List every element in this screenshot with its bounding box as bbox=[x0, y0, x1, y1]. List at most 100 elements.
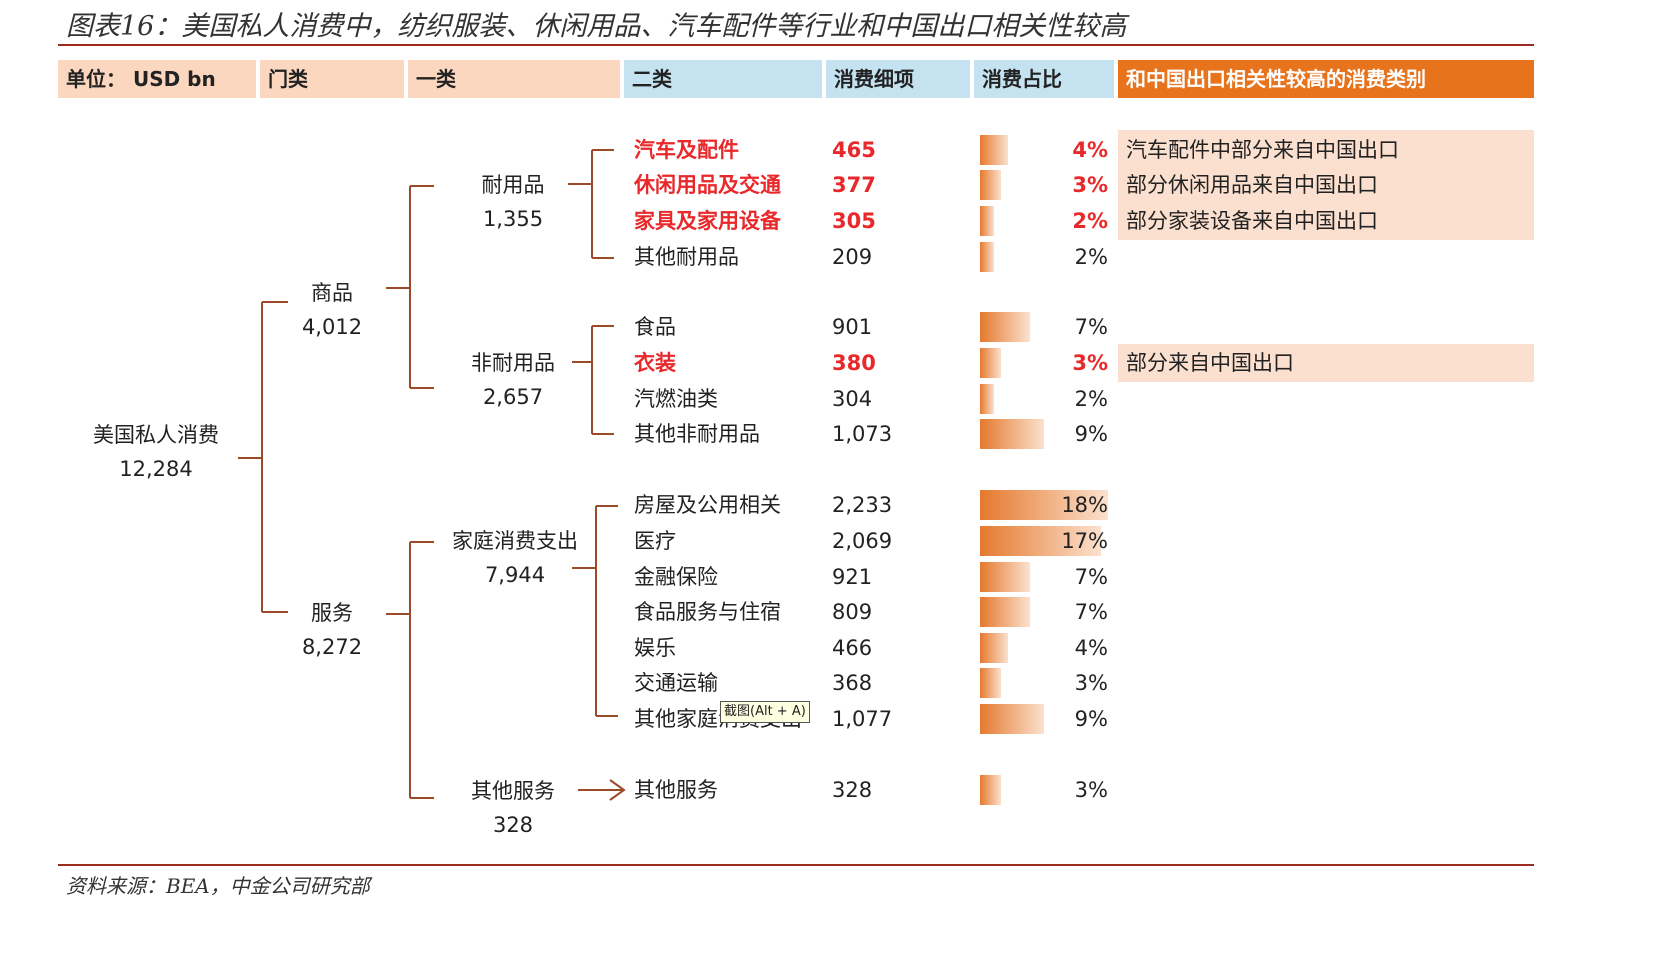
row-value: 901 bbox=[832, 315, 873, 339]
share-bar bbox=[980, 170, 1001, 200]
row-percent: 3% bbox=[1074, 671, 1108, 695]
bracket-household bbox=[572, 505, 618, 717]
row-percent: 2% bbox=[1072, 209, 1108, 233]
row-value: 1,077 bbox=[832, 707, 893, 731]
row-name: 家具及家用设备 bbox=[634, 209, 781, 233]
row-percent: 2% bbox=[1074, 245, 1108, 269]
row-value: 368 bbox=[832, 671, 873, 695]
row-value: 2,233 bbox=[832, 493, 893, 517]
bracket-services bbox=[386, 541, 434, 799]
row-percent: 4% bbox=[1072, 138, 1108, 162]
row-value: 1,073 bbox=[832, 422, 893, 446]
row-name: 食品 bbox=[634, 315, 676, 339]
share-bar bbox=[980, 490, 1108, 520]
row-percent: 18% bbox=[1061, 493, 1108, 517]
node-services-value: 8,272 bbox=[301, 635, 363, 659]
row-percent: 7% bbox=[1074, 600, 1108, 624]
share-bar bbox=[980, 526, 1101, 556]
highlight-band-durables bbox=[1118, 130, 1534, 240]
row-percent: 17% bbox=[1061, 529, 1108, 553]
share-bar bbox=[980, 419, 1044, 449]
header-category-1: 一类 bbox=[408, 60, 620, 98]
share-bar bbox=[980, 633, 1008, 663]
node-durable-label: 耐用品 bbox=[481, 173, 545, 197]
node-other-services-value: 328 bbox=[492, 813, 534, 837]
row-name: 房屋及公用相关 bbox=[634, 493, 781, 517]
row-name: 医疗 bbox=[634, 529, 676, 553]
node-durable: 耐用品 1,355 bbox=[448, 168, 578, 236]
node-other-services-label: 其他服务 bbox=[471, 779, 555, 803]
row-percent: 3% bbox=[1072, 351, 1108, 375]
node-nondurable-value: 2,657 bbox=[482, 385, 544, 409]
row-percent: 2% bbox=[1074, 387, 1108, 411]
header-unit: 单位： USD bn bbox=[58, 60, 256, 98]
node-goods: 商品 4,012 bbox=[284, 276, 380, 344]
row-name: 休闲用品及交通 bbox=[634, 173, 781, 197]
node-goods-value: 4,012 bbox=[301, 315, 363, 339]
node-household-label: 家庭消费支出 bbox=[452, 529, 578, 553]
header-category-2: 二类 bbox=[624, 60, 822, 98]
row-percent: 3% bbox=[1072, 173, 1108, 197]
row-china-note: 部分休闲用品来自中国出口 bbox=[1126, 173, 1378, 197]
arrow-other-services bbox=[578, 779, 626, 801]
row-value: 465 bbox=[832, 138, 876, 162]
footer-rule bbox=[58, 864, 1534, 866]
node-root-value: 12,284 bbox=[119, 457, 193, 481]
node-services: 服务 8,272 bbox=[284, 596, 380, 664]
row-percent: 9% bbox=[1074, 422, 1108, 446]
bracket-goods bbox=[386, 185, 434, 389]
row-value: 328 bbox=[832, 778, 873, 802]
share-bar bbox=[980, 704, 1044, 734]
row-value: 809 bbox=[832, 600, 873, 624]
bracket-nondurable bbox=[572, 325, 614, 435]
screenshot-tooltip: 截图(Alt + A) bbox=[720, 701, 810, 723]
row-name: 其他非耐用品 bbox=[634, 422, 760, 446]
row-value: 921 bbox=[832, 565, 873, 589]
row-name: 汽车及配件 bbox=[634, 138, 739, 162]
share-bar bbox=[980, 348, 1001, 378]
node-services-label: 服务 bbox=[311, 601, 353, 625]
node-durable-value: 1,355 bbox=[482, 207, 544, 231]
share-bar bbox=[980, 384, 994, 414]
row-name: 衣装 bbox=[634, 351, 676, 375]
row-name: 其他服务 bbox=[634, 778, 718, 802]
row-name: 食品服务与住宿 bbox=[634, 600, 781, 624]
node-goods-label: 商品 bbox=[311, 281, 353, 305]
row-value: 304 bbox=[832, 387, 873, 411]
node-root: 美国私人消费 12,284 bbox=[78, 418, 234, 486]
row-value: 380 bbox=[832, 351, 876, 375]
header-detail: 消费细项 bbox=[826, 60, 970, 98]
row-value: 209 bbox=[832, 245, 873, 269]
node-root-label: 美国私人消费 bbox=[93, 423, 219, 447]
header-china-related: 和中国出口相关性较高的消费类别 bbox=[1118, 60, 1534, 98]
header-category-door: 门类 bbox=[260, 60, 404, 98]
header-share: 消费占比 bbox=[974, 60, 1114, 98]
source-note: 资料来源：BEA，中金公司研究部 bbox=[66, 874, 370, 898]
row-value: 305 bbox=[832, 209, 876, 233]
row-name: 金融保险 bbox=[634, 565, 718, 589]
node-household: 家庭消费支出 7,944 bbox=[440, 524, 590, 592]
node-household-value: 7,944 bbox=[484, 563, 546, 587]
share-bar bbox=[980, 597, 1030, 627]
row-name: 娱乐 bbox=[634, 636, 676, 660]
share-bar bbox=[980, 312, 1030, 342]
share-bar bbox=[980, 668, 1001, 698]
row-china-note: 部分家装设备来自中国出口 bbox=[1126, 209, 1378, 233]
row-percent: 9% bbox=[1074, 707, 1108, 731]
row-china-note: 汽车配件中部分来自中国出口 bbox=[1126, 138, 1399, 162]
row-name: 交通运输 bbox=[634, 671, 718, 695]
row-percent: 7% bbox=[1074, 565, 1108, 589]
row-name: 汽燃油类 bbox=[634, 387, 718, 411]
share-bar bbox=[980, 562, 1030, 592]
row-percent: 4% bbox=[1074, 636, 1108, 660]
row-value: 466 bbox=[832, 636, 873, 660]
node-nondurable: 非耐用品 2,657 bbox=[448, 346, 578, 414]
row-value: 377 bbox=[832, 173, 876, 197]
highlight-band-apparel bbox=[1118, 344, 1534, 382]
share-bar bbox=[980, 775, 1001, 805]
node-nondurable-label: 非耐用品 bbox=[471, 351, 555, 375]
share-bar bbox=[980, 242, 994, 272]
title-rule bbox=[58, 44, 1534, 46]
share-bar bbox=[980, 135, 1008, 165]
